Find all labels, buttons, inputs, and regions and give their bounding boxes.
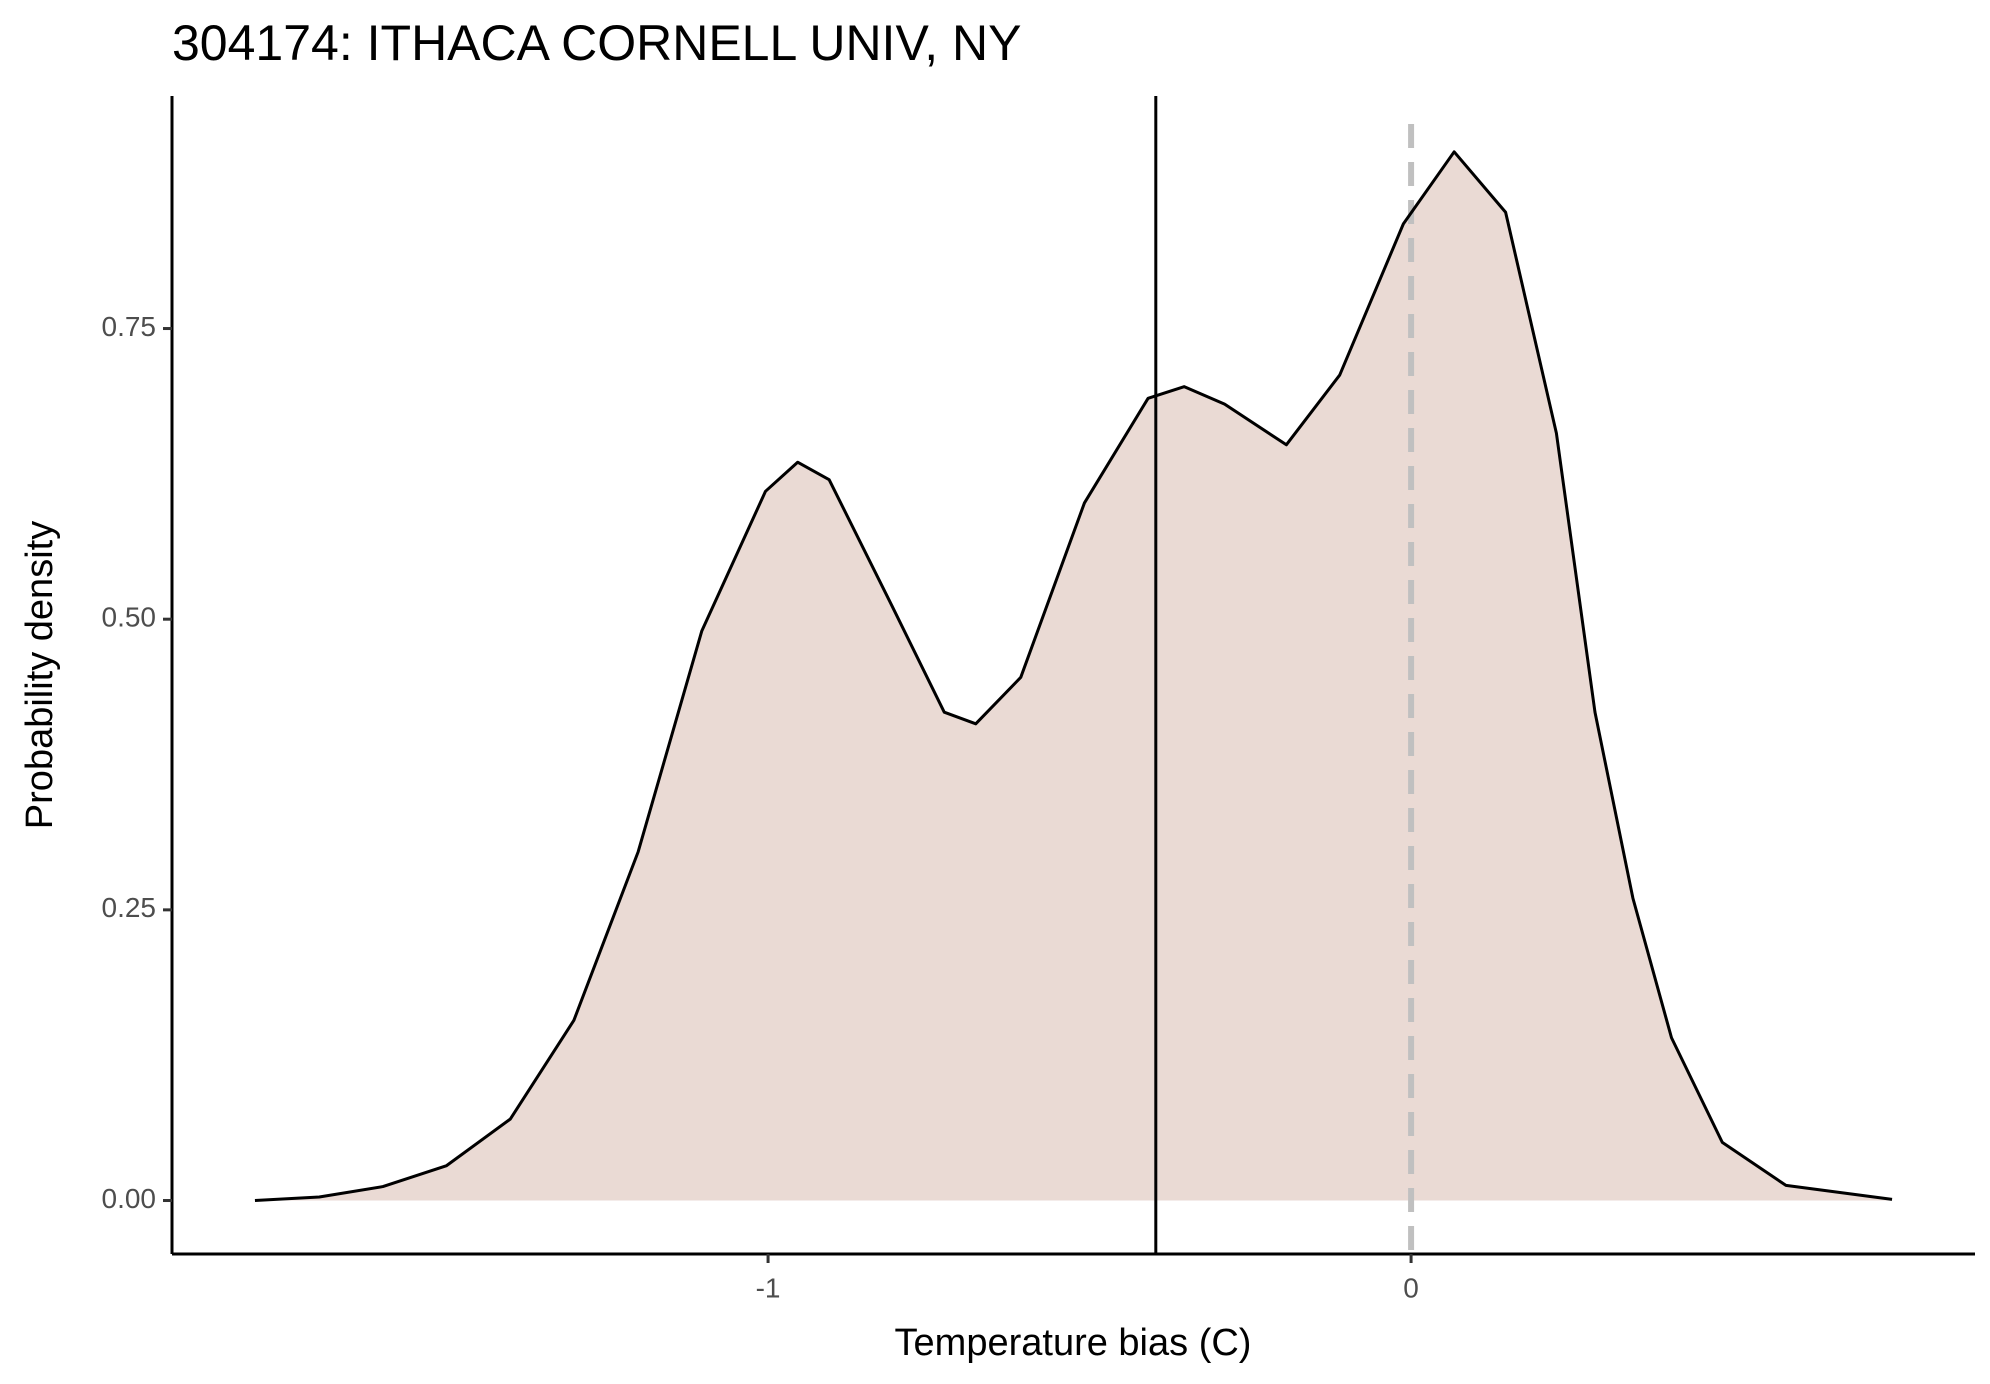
x-tick-label: -1 [756,1272,781,1303]
y-tick-label: 0.75 [102,311,157,342]
x-axis-title: Temperature bias (C) [895,1322,1252,1364]
density-area [254,151,1893,1201]
y-tick-label: 0.00 [102,1183,157,1214]
y-axis-title: Probability density [19,521,61,829]
y-tick-label: 0.25 [102,892,157,923]
density-line [254,150,1893,1203]
x-tick-label: 0 [1403,1272,1419,1303]
y-tick-label: 0.50 [102,602,157,633]
chart-title: 304174: ITHACA CORNELL UNIV, NY [172,15,1021,71]
